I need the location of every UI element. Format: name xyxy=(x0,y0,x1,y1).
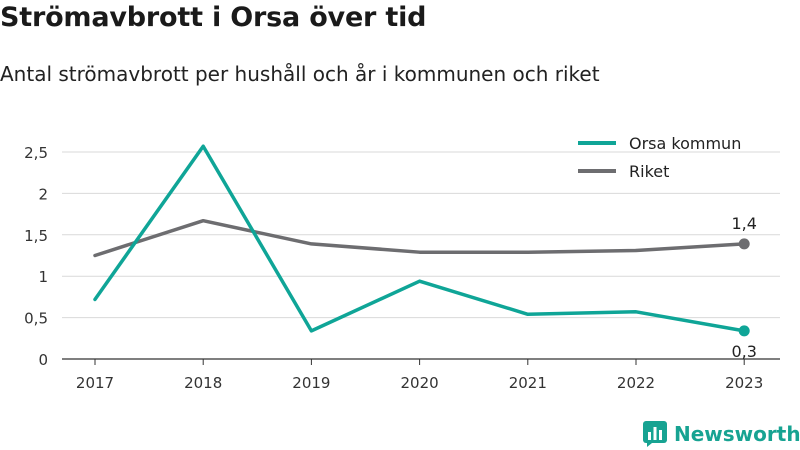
x-tick-label: 2021 xyxy=(509,374,547,392)
end-label-riket: 1,4 xyxy=(731,214,756,233)
newsworthy-logo: Newsworthy xyxy=(643,419,800,449)
legend: Orsa kommun Riket xyxy=(578,134,741,181)
newsworthy-logo-text: Newsworthy xyxy=(674,422,800,446)
y-tick-label: 2,5 xyxy=(24,144,48,162)
series-lines: 1,4 0,3 xyxy=(93,144,757,361)
end-point-orsa-kommun xyxy=(738,325,750,337)
x-tick-label: 2023 xyxy=(725,374,763,392)
x-axis: 2017 2018 2019 2020 2021 2022 2023 xyxy=(62,358,780,392)
chart-subtitle: Antal strömavbrott per hushåll och år i … xyxy=(0,62,600,86)
newsworthy-logo-icon xyxy=(643,421,667,447)
y-tick-label: 0 xyxy=(38,351,48,369)
x-tick-label: 2019 xyxy=(292,374,330,392)
grid-lines xyxy=(62,151,780,319)
chart-title: Strömavbrott i Orsa över tid xyxy=(0,2,427,33)
y-tick-label: 1 xyxy=(38,268,48,286)
end-label-orsa-kommun: 0,3 xyxy=(731,342,756,361)
x-tick-label: 2022 xyxy=(617,374,655,392)
x-tick-label: 2017 xyxy=(76,374,114,392)
y-tick-label: 0,5 xyxy=(24,310,48,328)
y-tick-label: 1,5 xyxy=(24,227,48,245)
x-tick-label: 2018 xyxy=(184,374,222,392)
end-point-riket xyxy=(738,238,750,250)
y-axis: 0 0,5 1 1,5 2 2,5 xyxy=(24,144,48,369)
series-line-orsa-kommun xyxy=(93,144,746,333)
legend-label-riket: Riket xyxy=(629,162,669,181)
y-tick-label: 2 xyxy=(38,185,48,203)
series-line-riket xyxy=(93,218,746,258)
legend-label-orsa-kommun: Orsa kommun xyxy=(629,134,741,153)
x-tick-label: 2020 xyxy=(401,374,439,392)
